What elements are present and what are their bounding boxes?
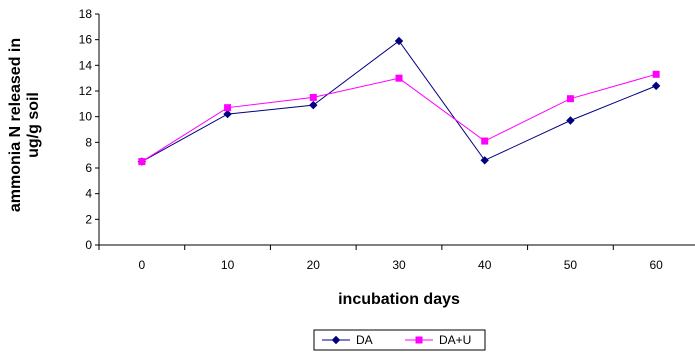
data-point: [394, 36, 404, 46]
y-tick-label: 18: [79, 7, 93, 21]
series-1: [137, 36, 661, 166]
y-axis-ticks: 0 2 4 6 8 10 12 14 16 18: [79, 7, 99, 252]
legend-label: DA+U: [439, 333, 471, 347]
legend-swatch-marker: [331, 335, 341, 345]
series-layer: [137, 36, 661, 166]
data-point: [566, 95, 574, 103]
series-2: [138, 70, 660, 166]
y-tick-label: 2: [85, 212, 92, 226]
y-tick-label: 16: [79, 33, 93, 47]
y-tick-label: 10: [79, 110, 93, 124]
legend-label: DA: [356, 333, 373, 347]
y-axis-title: ammonia N released in ug/g soil: [7, 38, 42, 212]
data-point: [309, 100, 318, 110]
series-line: [141, 40, 657, 163]
y-tick-label: 0: [85, 238, 92, 252]
y-tick-label: 14: [79, 58, 93, 72]
legend-swatch-marker: [415, 336, 423, 344]
x-tick-label: 20: [307, 258, 321, 272]
x-tick-label: 0: [139, 258, 146, 272]
x-tick-label: 30: [392, 258, 406, 272]
data-point: [138, 158, 146, 166]
y-axis-title-line-2: ug/g soil: [25, 92, 42, 158]
data-point: [224, 104, 232, 112]
data-point: [651, 81, 661, 91]
y-tick-label: 8: [85, 135, 92, 149]
y-axis-title-line-1: ammonia N released in: [7, 38, 24, 212]
legend-box: [313, 329, 486, 351]
x-tick-label: 40: [478, 258, 492, 272]
data-point: [481, 137, 489, 145]
legend: DA DA+U: [313, 329, 486, 351]
x-axis-title: incubation days: [338, 291, 460, 308]
series-line: [141, 73, 657, 163]
data-point: [395, 74, 403, 82]
data-point: [309, 93, 317, 101]
legend-entry-1: DA: [322, 333, 373, 347]
y-tick-label: 4: [85, 187, 92, 201]
y-tick-label: 12: [79, 84, 93, 98]
plot-area: [98, 14, 695, 246]
legend-entry-2: DA+U: [405, 333, 471, 347]
data-point: [566, 116, 575, 125]
data-point: [480, 156, 489, 165]
data-point: [223, 109, 232, 119]
x-tick-label: 50: [564, 258, 578, 272]
data-point: [652, 70, 660, 78]
x-tick-label: 10: [221, 258, 235, 272]
x-axis-ticks: 0 10 20 30 40 50 60: [98, 245, 663, 272]
y-tick-label: 6: [85, 161, 92, 175]
x-tick-label: 60: [649, 258, 663, 272]
